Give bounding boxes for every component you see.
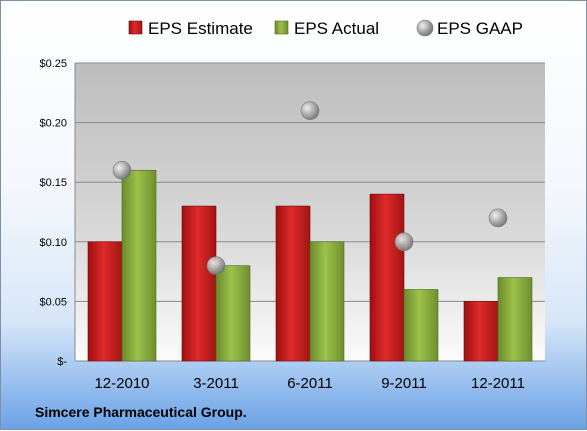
bars bbox=[87, 169, 533, 362]
bar-eps-actual-3-2011 bbox=[215, 265, 251, 362]
bar-eps-estimate-6-2011 bbox=[275, 205, 311, 362]
bar-eps-actual-6-2011 bbox=[309, 241, 345, 362]
bar-eps-actual-9-2011 bbox=[403, 289, 439, 362]
point-eps-gaap-12-2011 bbox=[488, 208, 508, 228]
bar-eps-estimate-3-2011 bbox=[181, 205, 217, 362]
point-eps-gaap-9-2011 bbox=[394, 232, 414, 252]
y-tick-label: $0.05 bbox=[39, 296, 67, 308]
x-tick-labels: 12-2010 3-2011 6-2011 9-2011 12-2011 bbox=[94, 375, 525, 392]
point-eps-gaap-6-2011 bbox=[300, 101, 320, 120]
gaap-points bbox=[112, 101, 508, 275]
y-tick-label: $0.20 bbox=[39, 118, 67, 130]
x-tick-label: 6-2011 bbox=[287, 375, 333, 392]
point-eps-gaap-12-2010 bbox=[112, 160, 132, 180]
legend-swatch-eps-gaap bbox=[416, 19, 434, 37]
legend-swatch-eps-estimate bbox=[128, 20, 143, 35]
x-tick-label: 9-2011 bbox=[381, 375, 427, 392]
bar-eps-estimate-9-2011 bbox=[369, 193, 405, 362]
x-tick-label: 3-2011 bbox=[193, 375, 239, 392]
legend-label: EPS Actual bbox=[294, 19, 379, 38]
footer-label: Simcere Pharmaceutical Group. bbox=[35, 404, 247, 420]
bar-eps-actual-12-2011 bbox=[497, 277, 533, 362]
y-tick-label: $- bbox=[57, 356, 67, 368]
x-tick-label: 12-2011 bbox=[471, 375, 525, 392]
legend-swatch-eps-actual bbox=[274, 20, 289, 35]
legend-label: EPS Estimate bbox=[148, 19, 253, 38]
y-tick-label: $0.15 bbox=[39, 177, 67, 189]
x-tick-label: 12-2010 bbox=[94, 375, 149, 392]
point-eps-gaap-3-2011 bbox=[206, 256, 226, 275]
bar-eps-estimate-12-2011 bbox=[463, 301, 499, 362]
bar-eps-estimate-12-2010 bbox=[87, 241, 123, 362]
y-tick-label: $0.10 bbox=[39, 237, 67, 249]
legend: EPS Estimate EPS Actual EPS GAAP bbox=[128, 19, 523, 38]
legend-label: EPS GAAP bbox=[437, 19, 523, 38]
y-tick-label: $0.25 bbox=[39, 58, 67, 70]
bar-eps-actual-12-2010 bbox=[121, 169, 157, 362]
y-tick-labels: $- $0.05 $0.10 $0.15 $0.20 $0.25 bbox=[39, 58, 67, 368]
